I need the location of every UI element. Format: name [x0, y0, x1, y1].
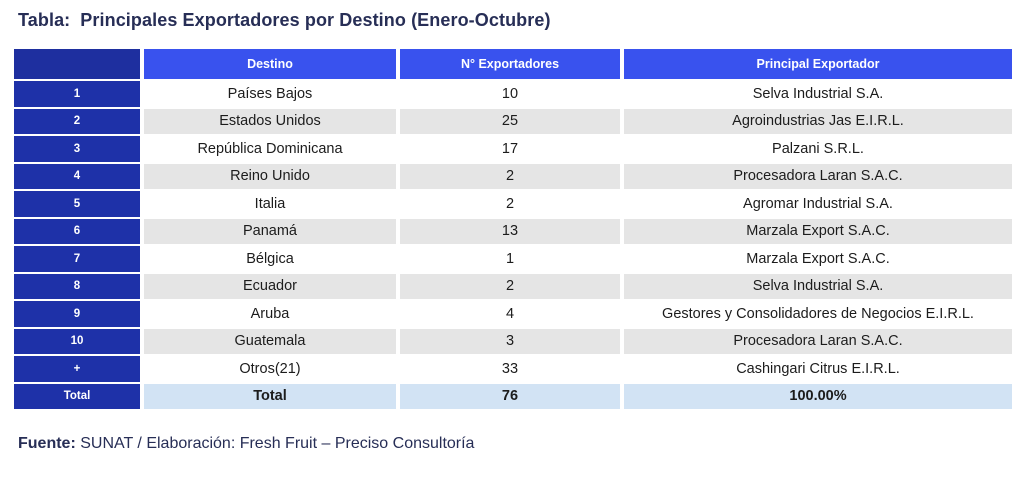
destino-cell: Reino Unido [144, 163, 396, 189]
exportadores-cell: 17 [400, 136, 620, 162]
principal-cell: Selva Industrial S.A. [624, 81, 1012, 107]
principal-cell: Procesadora Laran S.A.C. [624, 328, 1012, 354]
exportadores-cell: 1 [400, 246, 620, 272]
table-header-row: Destino N° Exportadores Principal Export… [14, 49, 1012, 79]
total-exportadores-cell: 76 [400, 383, 620, 409]
table-row-total: Total Total 76 100.00% [14, 383, 1012, 409]
destino-cell: Estados Unidos [144, 108, 396, 134]
header-num-exportadores: N° Exportadores [400, 49, 620, 79]
header-principal-exportador: Principal Exportador [624, 49, 1012, 79]
exportadores-cell: 2 [400, 191, 620, 217]
table-row: 5 Italia 2 Agromar Industrial S.A. [14, 191, 1012, 217]
destino-cell: Ecuador [144, 273, 396, 299]
table-row: 6 Panamá 13 Marzala Export S.A.C. [14, 218, 1012, 244]
title-text: Principales Exportadores por Destino (En… [80, 10, 551, 30]
exportadores-cell: 2 [400, 273, 620, 299]
table-row: 9 Aruba 4 Gestores y Consolidadores de N… [14, 301, 1012, 327]
destino-cell: Guatemala [144, 328, 396, 354]
principal-cell: Selva Industrial S.A. [624, 273, 1012, 299]
table-row: 4 Reino Unido 2 Procesadora Laran S.A.C. [14, 163, 1012, 189]
destino-cell: Panamá [144, 218, 396, 244]
principal-cell: Marzala Export S.A.C. [624, 246, 1012, 272]
source-label: Fuente: [18, 435, 76, 452]
row-index-cell: 3 [14, 136, 140, 162]
principal-cell: Gestores y Consolidadores de Negocios E.… [624, 301, 1012, 327]
row-index-cell: 10 [14, 328, 140, 354]
row-index-cell: 9 [14, 301, 140, 327]
destino-cell: Países Bajos [144, 81, 396, 107]
row-index-cell: 7 [14, 246, 140, 272]
table-row: 3 República Dominicana 17 Palzani S.R.L. [14, 136, 1012, 162]
total-principal-cell: 100.00% [624, 383, 1012, 409]
source-note: Fuente: SUNAT / Elaboración: Fresh Fruit… [10, 435, 1014, 453]
table-row: 10 Guatemala 3 Procesadora Laran S.A.C. [14, 328, 1012, 354]
destino-cell: Italia [144, 191, 396, 217]
total-label-cell: Total [144, 383, 396, 409]
destino-cell: Aruba [144, 301, 396, 327]
principal-cell: Palzani S.R.L. [624, 136, 1012, 162]
row-index-cell: 1 [14, 81, 140, 107]
exportadores-cell: 2 [400, 163, 620, 189]
source-text: SUNAT / Elaboración: Fresh Fruit – Preci… [75, 435, 475, 452]
exportadores-cell: 4 [400, 301, 620, 327]
row-index-cell: 4 [14, 163, 140, 189]
destino-cell: Otros(21) [144, 356, 396, 382]
table-row: 2 Estados Unidos 25 Agroindustrias Jas E… [14, 108, 1012, 134]
table-row-otros: + Otros(21) 33 Cashingari Citrus E.I.R.L… [14, 356, 1012, 382]
row-index-cell: 8 [14, 273, 140, 299]
principal-cell: Procesadora Laran S.A.C. [624, 163, 1012, 189]
exportadores-cell: 25 [400, 108, 620, 134]
header-destino: Destino [144, 49, 396, 79]
row-index-cell: 6 [14, 218, 140, 244]
principal-cell: Cashingari Citrus E.I.R.L. [624, 356, 1012, 382]
row-index-cell: + [14, 356, 140, 382]
table-row: 7 Bélgica 1 Marzala Export S.A.C. [14, 246, 1012, 272]
destino-cell: República Dominicana [144, 136, 396, 162]
exporters-by-destination-table: Destino N° Exportadores Principal Export… [10, 47, 1016, 411]
destino-cell: Bélgica [144, 246, 396, 272]
principal-cell: Marzala Export S.A.C. [624, 218, 1012, 244]
total-index-cell: Total [14, 383, 140, 409]
exportadores-cell: 10 [400, 81, 620, 107]
table-row: 1 Países Bajos 10 Selva Industrial S.A. [14, 81, 1012, 107]
title-label: Tabla: [18, 10, 71, 30]
exportadores-cell: 33 [400, 356, 620, 382]
header-index [14, 49, 140, 79]
report-page: Tabla: Principales Exportadores por Desti… [10, 8, 1016, 453]
row-index-cell: 2 [14, 108, 140, 134]
table-row: 8 Ecuador 2 Selva Industrial S.A. [14, 273, 1012, 299]
principal-cell: Agromar Industrial S.A. [624, 191, 1012, 217]
page-title: Tabla: Principales Exportadores por Desti… [10, 8, 1014, 31]
exportadores-cell: 13 [400, 218, 620, 244]
exportadores-cell: 3 [400, 328, 620, 354]
row-index-cell: 5 [14, 191, 140, 217]
principal-cell: Agroindustrias Jas E.I.R.L. [624, 108, 1012, 134]
